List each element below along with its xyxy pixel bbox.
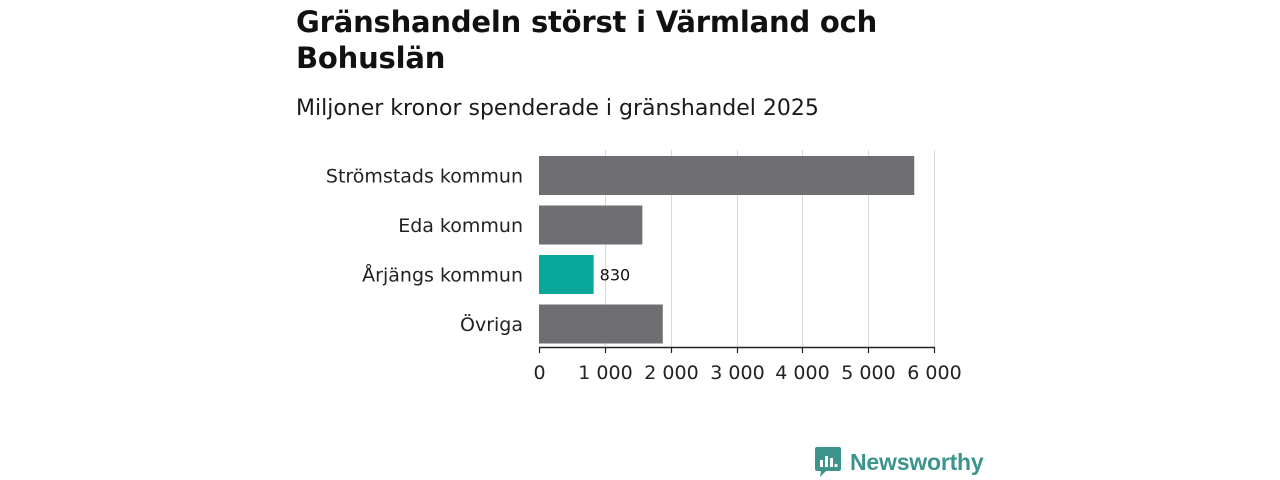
x-tick-label: 6 000 xyxy=(907,362,961,384)
data-label: 830 xyxy=(600,266,631,285)
x-tick-label: 3 000 xyxy=(710,362,764,384)
category-label: Övriga xyxy=(460,313,523,336)
bar xyxy=(539,255,594,294)
bar xyxy=(539,156,915,195)
chart-title: Gränshandeln störst i Värmland och Bohus… xyxy=(296,5,878,75)
x-tick-label: 5 000 xyxy=(841,362,895,384)
brand-name: Newsworthy xyxy=(850,448,984,475)
bar xyxy=(539,205,643,245)
x-tick-label: 2 000 xyxy=(644,362,698,384)
category-label: Eda kommun xyxy=(398,215,523,237)
x-tick-label: 4 000 xyxy=(775,362,829,384)
x-tick-label: 0 xyxy=(533,362,545,384)
bar-chart: 0 1 000 2 000 3 000 4 000 5 000 6 000 Strömstad… xyxy=(326,150,962,384)
category-label: Strömstads kommun xyxy=(326,166,523,188)
newsworthy-logo-icon xyxy=(815,447,841,477)
x-tick-label: 1 000 xyxy=(578,362,632,384)
chart-subtitle: Miljoner kronor spenderade i gränshandel… xyxy=(296,96,819,121)
brand-logo: Newsworthy xyxy=(814,444,984,480)
category-label: Årjängs kommun xyxy=(362,264,523,287)
bar xyxy=(539,304,663,344)
